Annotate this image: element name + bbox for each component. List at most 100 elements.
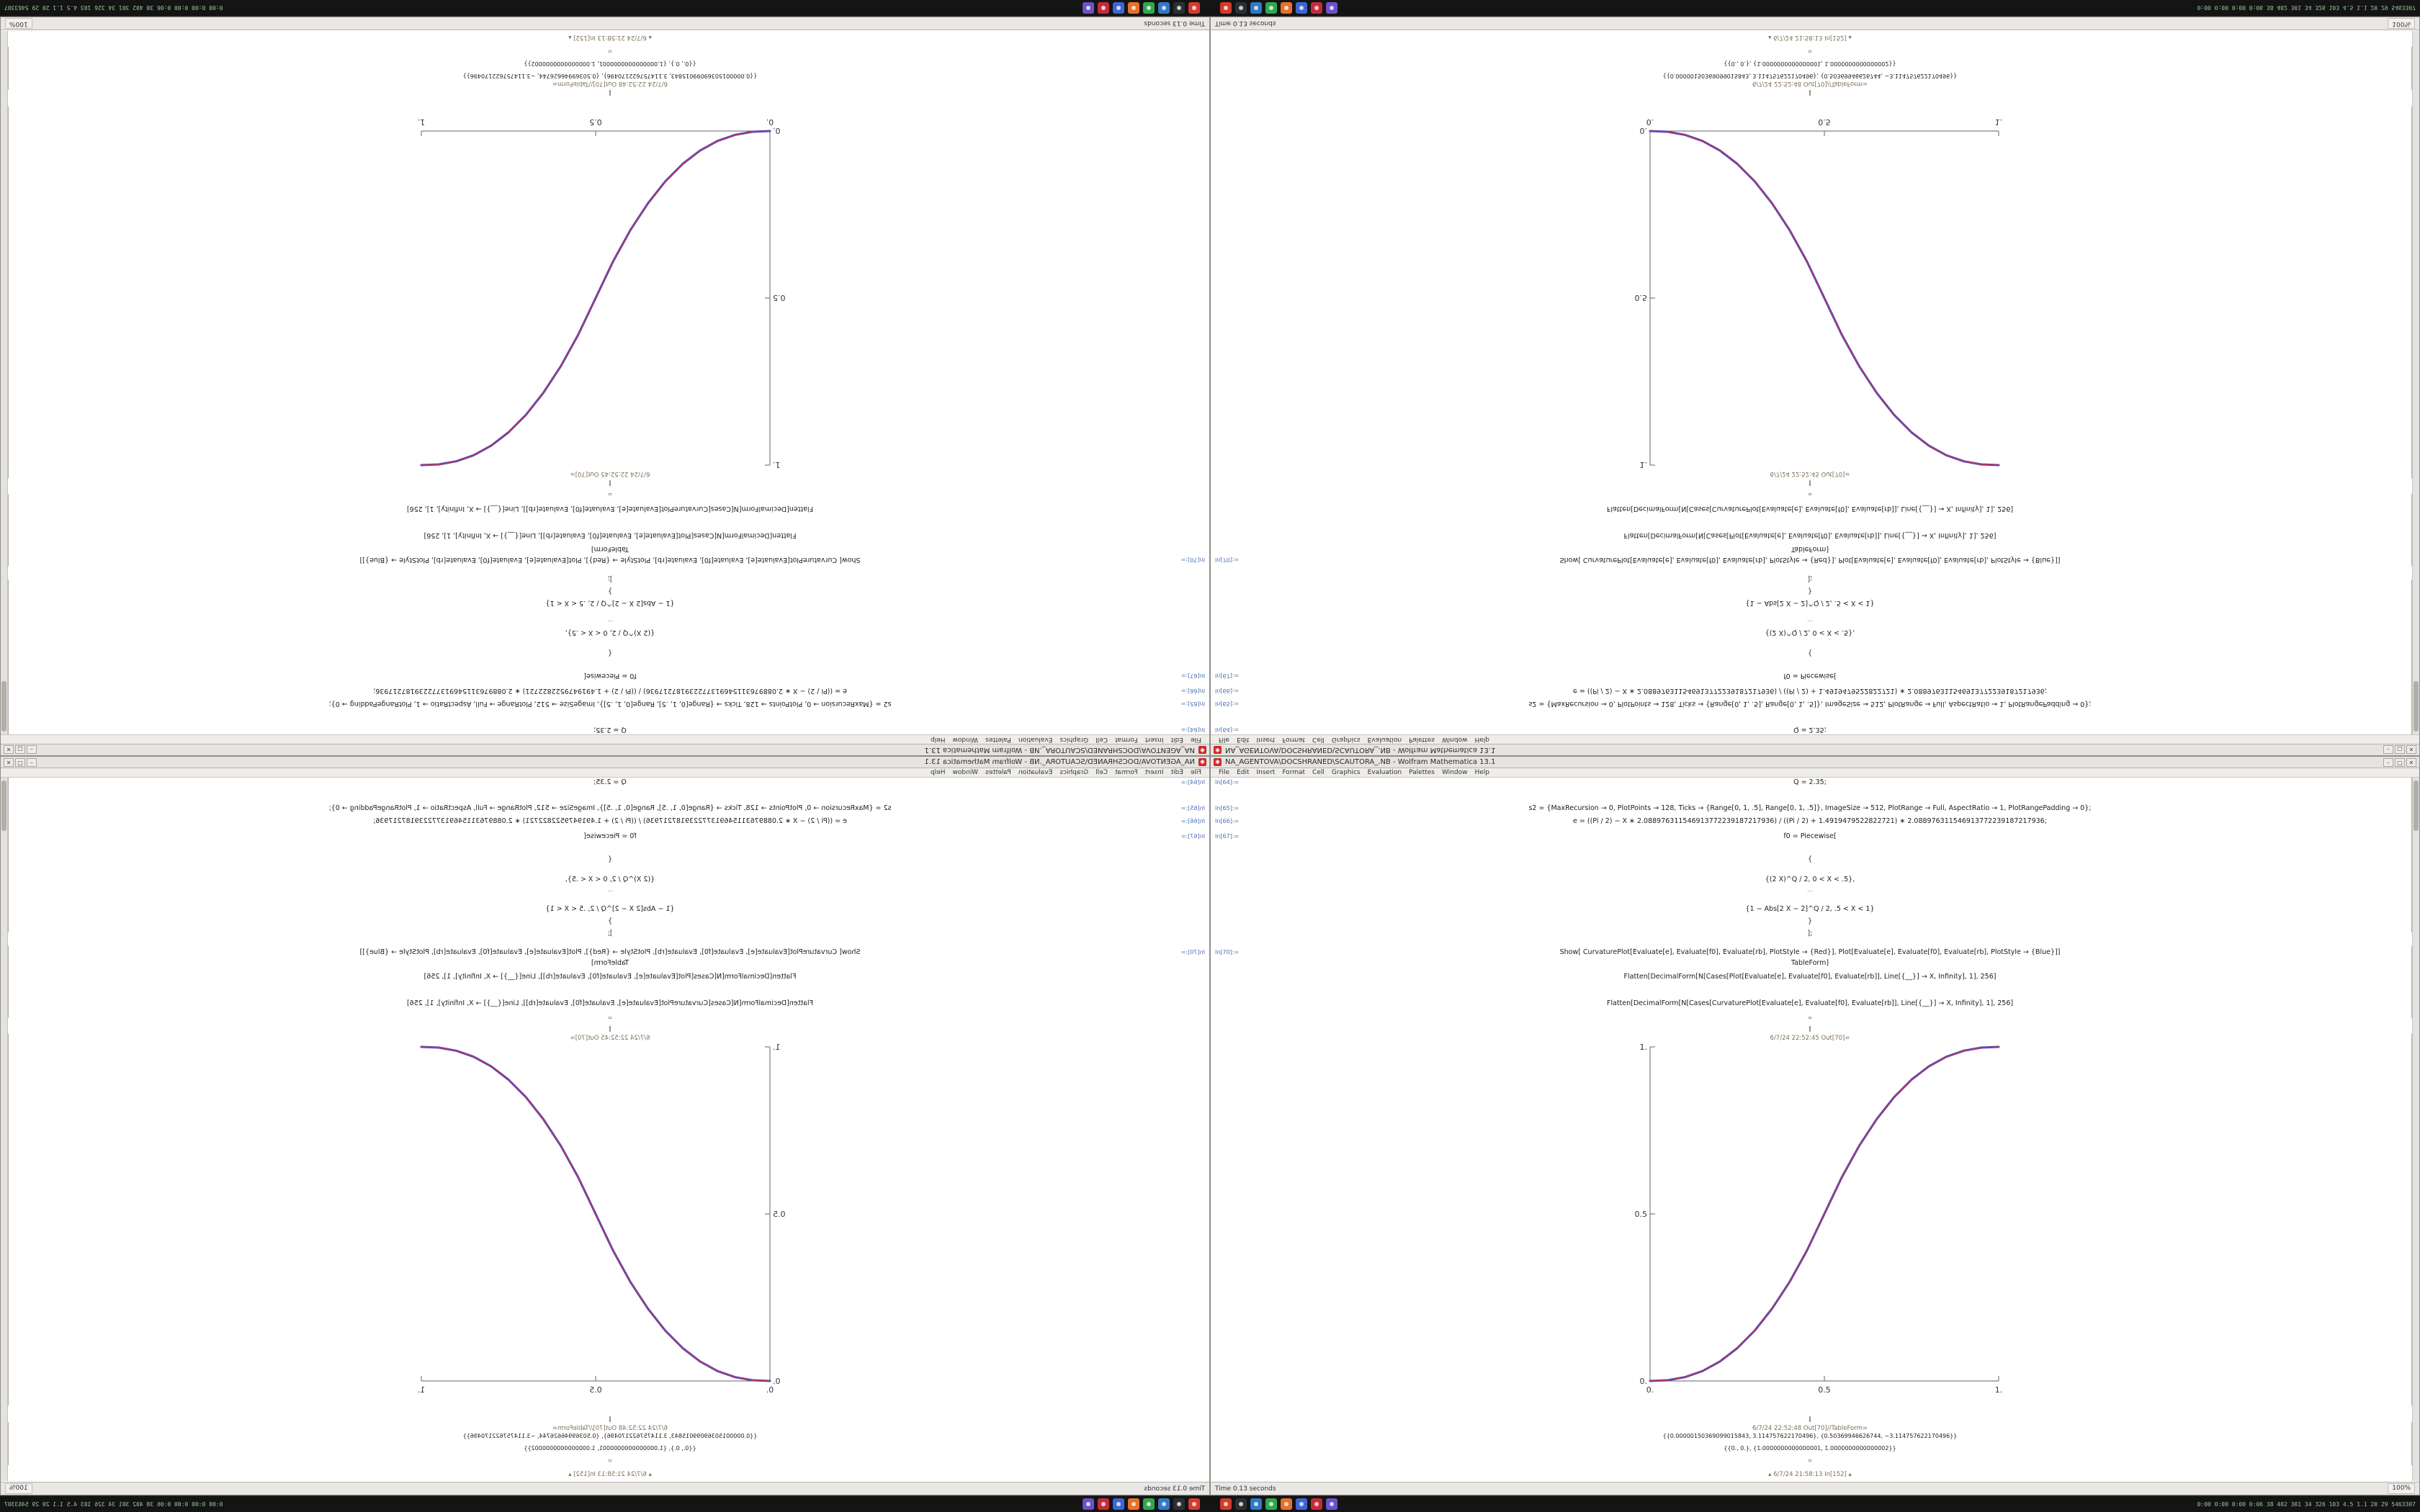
chat-green-icon[interactable] bbox=[1143, 2, 1155, 14]
menu-cell[interactable]: Cell bbox=[1095, 736, 1108, 743]
minimize-button[interactable]: – bbox=[27, 745, 37, 755]
menu-file[interactable]: File bbox=[1190, 769, 1201, 776]
menu-cell[interactable]: Cell bbox=[1312, 736, 1325, 743]
cell-bracket[interactable] bbox=[2411, 778, 2412, 932]
scrollbar-thumb[interactable] bbox=[2414, 681, 2419, 732]
files-icon[interactable] bbox=[1250, 2, 1262, 14]
mail-blue-icon[interactable] bbox=[1296, 2, 1307, 14]
maximize-button[interactable]: □ bbox=[15, 757, 25, 767]
settings-purple-icon[interactable] bbox=[1326, 2, 1337, 14]
vertical-scrollbar[interactable] bbox=[1, 31, 8, 734]
zoom-control[interactable]: 100% bbox=[5, 1483, 32, 1494]
launcher-red-icon[interactable] bbox=[1220, 2, 1232, 14]
minimize-button[interactable]: – bbox=[27, 757, 37, 767]
browser-orange-icon[interactable] bbox=[1128, 1498, 1139, 1510]
settings-purple-icon[interactable] bbox=[1083, 2, 1094, 14]
terminal-icon[interactable] bbox=[1235, 2, 1247, 14]
vertical-scrollbar[interactable] bbox=[1, 778, 8, 1481]
chat-green-icon[interactable] bbox=[1265, 1498, 1277, 1510]
menu-palettes[interactable]: Palettes bbox=[985, 736, 1011, 743]
menu-insert[interactable]: Insert bbox=[1144, 769, 1164, 776]
vertical-scrollbar[interactable] bbox=[2412, 31, 2419, 734]
menu-palettes[interactable]: Palettes bbox=[1409, 736, 1435, 743]
vertical-scrollbar[interactable] bbox=[2412, 778, 2419, 1481]
cell-bracket[interactable] bbox=[8, 580, 9, 734]
notebook-content[interactable]: In[64]:= In[65]:= In[66]:= In[67]:= In[7… bbox=[1, 778, 1209, 1481]
window-titlebar[interactable]: ✱ NA_AGENTOVA\DOCSHRANED\SCAUTORA_.NB - … bbox=[1, 744, 1209, 755]
notebook-content[interactable]: In[64]:= In[65]:= In[66]:= In[67]:= In[7… bbox=[1, 31, 1209, 734]
chat-green-icon[interactable] bbox=[1265, 2, 1277, 14]
window-titlebar[interactable]: ✱ NA_AGENTOVA\DOCSHRANED\SCAUTORA_.NB - … bbox=[1, 757, 1209, 768]
cell-bracket[interactable] bbox=[8, 946, 9, 1018]
close-button[interactable]: ✕ bbox=[4, 757, 14, 767]
cell-bracket[interactable] bbox=[2411, 1034, 2412, 1405]
zoom-control[interactable]: 100% bbox=[2388, 18, 2415, 29]
cell-bracket[interactable] bbox=[8, 47, 9, 90]
menu-graphics[interactable]: Graphics bbox=[1059, 769, 1089, 776]
menu-edit[interactable]: Edit bbox=[1237, 736, 1250, 743]
mail-blue-icon[interactable] bbox=[1296, 1498, 1307, 1510]
close-button[interactable]: ✕ bbox=[2406, 745, 2416, 755]
media-red-icon[interactable] bbox=[1098, 1498, 1109, 1510]
media-red-icon[interactable] bbox=[1311, 1498, 1322, 1510]
menu-window[interactable]: Window bbox=[1441, 769, 1468, 776]
media-red-icon[interactable] bbox=[1311, 2, 1322, 14]
menu-palettes[interactable]: Palettes bbox=[985, 769, 1011, 776]
zoom-control[interactable]: 100% bbox=[2388, 1483, 2415, 1494]
mail-blue-icon[interactable] bbox=[1113, 2, 1124, 14]
menu-format[interactable]: Format bbox=[1282, 769, 1306, 776]
menu-graphics[interactable]: Graphics bbox=[1331, 736, 1361, 743]
files-icon[interactable] bbox=[1250, 1498, 1262, 1510]
cell-bracket[interactable] bbox=[8, 778, 9, 932]
notebook-content[interactable]: In[64]:= In[65]:= In[66]:= In[67]:= In[7… bbox=[1211, 778, 2419, 1481]
files-icon[interactable] bbox=[1158, 1498, 1170, 1510]
cell-bracket[interactable] bbox=[2411, 1422, 2412, 1465]
launcher-red-icon[interactable] bbox=[1188, 1498, 1200, 1510]
browser-orange-icon[interactable] bbox=[1128, 2, 1139, 14]
menu-help[interactable]: Help bbox=[930, 736, 946, 743]
menu-evaluation[interactable]: Evaluation bbox=[1018, 736, 1053, 743]
zoom-control[interactable]: 100% bbox=[5, 18, 32, 29]
menu-insert[interactable]: Insert bbox=[1256, 736, 1276, 743]
menu-file[interactable]: File bbox=[1219, 736, 1230, 743]
maximize-button[interactable]: □ bbox=[2395, 745, 2405, 755]
minimize-button[interactable]: – bbox=[2383, 757, 2393, 767]
window-titlebar[interactable]: ✱ NA_AGENTOVA\DOCSHRANED\SCAUTORA_.NB - … bbox=[1211, 744, 2419, 755]
maximize-button[interactable]: □ bbox=[2395, 757, 2405, 767]
menu-cell[interactable]: Cell bbox=[1095, 769, 1108, 776]
menu-insert[interactable]: Insert bbox=[1256, 769, 1276, 776]
close-button[interactable]: ✕ bbox=[4, 745, 14, 755]
launcher-red-icon[interactable] bbox=[1220, 1498, 1232, 1510]
window-titlebar[interactable]: ✱ NA_AGENTOVA\DOCSHRANED\SCAUTORA_.NB - … bbox=[1211, 757, 2419, 768]
menu-file[interactable]: File bbox=[1190, 736, 1201, 743]
menu-edit[interactable]: Edit bbox=[1170, 736, 1183, 743]
menu-format[interactable]: Format bbox=[1282, 736, 1306, 743]
menu-help[interactable]: Help bbox=[930, 769, 946, 776]
chat-green-icon[interactable] bbox=[1143, 1498, 1155, 1510]
minimize-button[interactable]: – bbox=[2383, 745, 2393, 755]
menu-evaluation[interactable]: Evaluation bbox=[1018, 769, 1053, 776]
menu-window[interactable]: Window bbox=[952, 769, 979, 776]
maximize-button[interactable]: □ bbox=[15, 745, 25, 755]
cell-bracket[interactable] bbox=[8, 1422, 9, 1465]
menu-edit[interactable]: Edit bbox=[1170, 769, 1183, 776]
menu-graphics[interactable]: Graphics bbox=[1331, 769, 1361, 776]
terminal-icon[interactable] bbox=[1173, 1498, 1185, 1510]
menu-help[interactable]: Help bbox=[1474, 736, 1490, 743]
menu-cell[interactable]: Cell bbox=[1312, 769, 1325, 776]
files-icon[interactable] bbox=[1158, 2, 1170, 14]
settings-purple-icon[interactable] bbox=[1083, 1498, 1094, 1510]
terminal-icon[interactable] bbox=[1235, 1498, 1247, 1510]
menu-format[interactable]: Format bbox=[1114, 736, 1138, 743]
browser-orange-icon[interactable] bbox=[1281, 2, 1292, 14]
menu-format[interactable]: Format bbox=[1114, 769, 1138, 776]
menu-evaluation[interactable]: Evaluation bbox=[1367, 769, 1402, 776]
menu-palettes[interactable]: Palettes bbox=[1409, 769, 1435, 776]
scrollbar-thumb[interactable] bbox=[1, 681, 6, 732]
cell-bracket[interactable] bbox=[8, 107, 9, 478]
close-button[interactable]: ✕ bbox=[2406, 757, 2416, 767]
mail-blue-icon[interactable] bbox=[1113, 1498, 1124, 1510]
menu-graphics[interactable]: Graphics bbox=[1059, 736, 1089, 743]
menu-window[interactable]: Window bbox=[952, 736, 979, 743]
menu-edit[interactable]: Edit bbox=[1237, 769, 1250, 776]
